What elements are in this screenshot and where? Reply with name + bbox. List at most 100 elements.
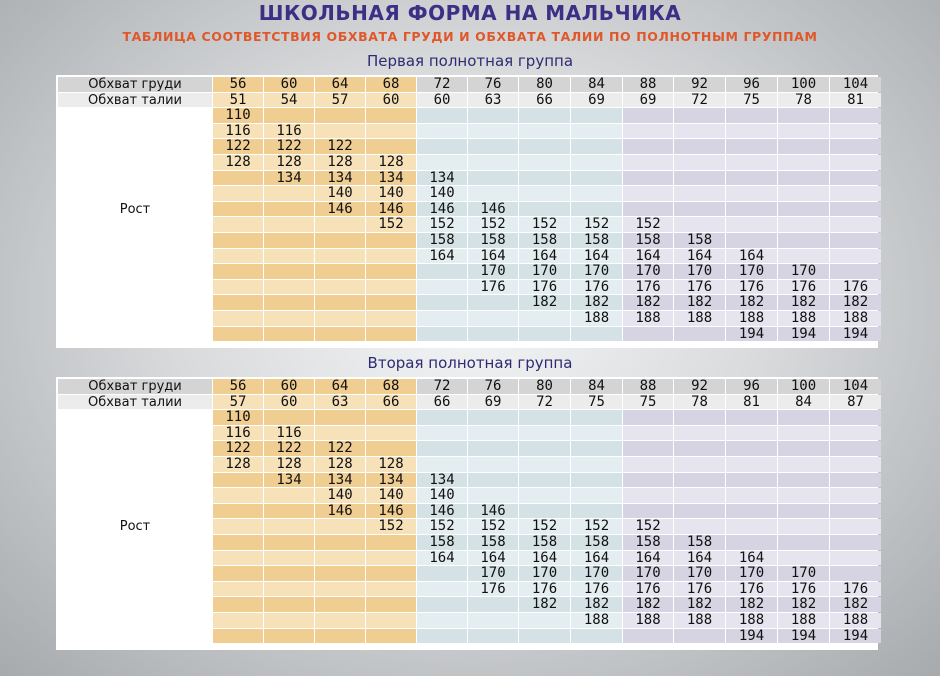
height-value <box>830 566 881 581</box>
height-value <box>519 441 570 456</box>
height-value: 152 <box>519 217 570 232</box>
height-value <box>623 410 673 425</box>
height-value <box>315 535 365 550</box>
height-value <box>468 108 518 123</box>
height-value <box>830 186 881 201</box>
height-value <box>315 279 365 295</box>
height-value <box>315 217 365 232</box>
height-value <box>726 217 777 232</box>
height-value <box>315 613 365 628</box>
height-value: 170 <box>519 264 570 279</box>
height-value <box>264 326 314 342</box>
height-value <box>213 233 263 248</box>
height-value <box>315 295 365 310</box>
waist-label: Обхват талии <box>58 92 212 107</box>
height-value <box>213 628 263 644</box>
height-value <box>264 311 314 326</box>
chest-value: 84 <box>571 77 622 92</box>
height-value <box>519 123 570 139</box>
waist-value: 60 <box>264 394 314 410</box>
height-value <box>468 155 518 170</box>
height-value <box>674 217 725 232</box>
waist-value: 54 <box>264 92 314 108</box>
chest-value: 64 <box>315 379 365 394</box>
height-value: 176 <box>623 581 673 597</box>
height-value: 152 <box>571 217 622 232</box>
height-value: 194 <box>778 326 829 342</box>
height-value: 188 <box>674 613 725 628</box>
height-value <box>213 186 263 201</box>
height-value <box>830 217 881 232</box>
height-value: 164 <box>417 248 467 264</box>
height-value: 158 <box>468 233 518 248</box>
height-value: 158 <box>571 233 622 248</box>
height-value <box>468 295 518 310</box>
height-value: 146 <box>366 503 416 519</box>
chest-value: 96 <box>726 77 777 92</box>
height-value <box>264 550 314 566</box>
chest-value: 84 <box>571 379 622 394</box>
height-value: 164 <box>571 550 622 566</box>
height-value <box>778 535 829 550</box>
height-value <box>315 123 365 139</box>
height-value <box>264 503 314 519</box>
height-value <box>778 155 829 170</box>
height-value <box>264 566 314 581</box>
height-value <box>366 108 416 123</box>
waist-value: 75 <box>571 394 622 410</box>
height-value <box>623 201 673 217</box>
height-value <box>519 457 570 472</box>
height-value: 188 <box>623 613 673 628</box>
height-value: 134 <box>264 170 314 186</box>
height-value <box>366 233 416 248</box>
height-value <box>417 581 467 597</box>
height-value <box>674 519 725 534</box>
height-value: 194 <box>778 628 829 644</box>
height-value <box>519 139 570 154</box>
height-value: 116 <box>213 425 263 441</box>
height-value <box>315 248 365 264</box>
height-value <box>417 613 467 628</box>
height-value <box>726 108 777 123</box>
height-value <box>468 123 518 139</box>
height-value: 140 <box>366 186 416 201</box>
waist-value: 84 <box>778 394 829 410</box>
height-value: 128 <box>366 155 416 170</box>
height-value <box>674 170 725 186</box>
height-value <box>213 566 263 581</box>
height-value <box>468 457 518 472</box>
height-value: 164 <box>726 550 777 566</box>
height-value <box>778 123 829 139</box>
height-value: 182 <box>778 597 829 612</box>
height-value <box>468 628 518 644</box>
height-value: 182 <box>623 597 673 612</box>
waist-value: 78 <box>778 92 829 108</box>
height-value <box>468 597 518 612</box>
height-value <box>213 472 263 488</box>
height-value <box>571 139 622 154</box>
waist-value: 60 <box>417 92 467 108</box>
height-value <box>315 233 365 248</box>
height-value <box>674 628 725 644</box>
height-value <box>726 139 777 154</box>
chest-value: 92 <box>674 77 725 92</box>
height-value <box>468 613 518 628</box>
height-value <box>778 217 829 232</box>
height-value: 188 <box>674 311 725 326</box>
height-value <box>213 488 263 503</box>
chest-value: 60 <box>264 77 314 92</box>
chest-value: 96 <box>726 379 777 394</box>
height-value <box>623 628 673 644</box>
size-table-first-group: Обхват груди Обхват талии 56 60 64 68 72 76 80 84… <box>56 75 881 348</box>
height-value <box>519 311 570 326</box>
height-value: 146 <box>315 503 365 519</box>
height-value <box>366 295 416 310</box>
height-value <box>830 457 881 472</box>
height-value <box>674 441 725 456</box>
height-value <box>264 264 314 279</box>
height-value: 146 <box>468 201 518 217</box>
height-value <box>213 170 263 186</box>
height-value <box>417 597 467 612</box>
height-value: 170 <box>726 264 777 279</box>
height-value: 158 <box>674 535 725 550</box>
